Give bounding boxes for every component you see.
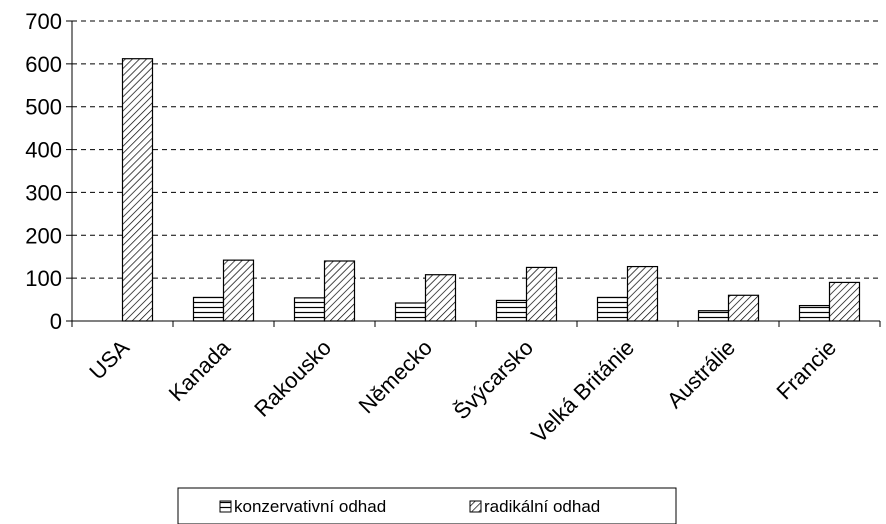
y-tick-label: 600 (25, 52, 62, 77)
bar-radikalni (222, 259, 255, 322)
bar-radikalni (626, 265, 659, 322)
bars (121, 58, 861, 322)
bar-konzervativni (697, 310, 730, 322)
gridlines (72, 20, 880, 279)
bar-konzervativni (596, 296, 629, 322)
y-tick-label: 400 (25, 138, 62, 163)
y-tick-label: 100 (25, 266, 62, 291)
y-tick-label: 200 (25, 223, 62, 248)
bar-radikalni (424, 274, 457, 322)
x-category-label: Švýcarsko (449, 335, 538, 424)
y-tick-label: 300 (25, 180, 62, 205)
x-category-label: Velká Británie (526, 335, 639, 448)
bar-radikalni (121, 58, 154, 322)
legend-swatch (469, 500, 482, 513)
y-tick-label: 700 (25, 9, 62, 34)
bar-konzervativni (495, 299, 528, 322)
bar-radikalni (727, 294, 760, 322)
legend-label: konzervativní odhad (234, 497, 386, 516)
bar-radikalni (323, 260, 356, 322)
x-category-label: USA (84, 335, 134, 385)
bar-konzervativni (293, 297, 326, 322)
bar-konzervativni (192, 296, 225, 322)
axes (66, 20, 881, 327)
legend-swatch (219, 500, 232, 513)
bar-radikalni (525, 266, 558, 322)
x-category-label: Francie (771, 335, 841, 405)
x-category-label: Kanada (164, 334, 236, 406)
y-tick-label: 500 (25, 95, 62, 120)
legend-label: radikální odhad (484, 497, 600, 516)
x-category-label: Rakousko (249, 335, 336, 422)
bar-radikalni (828, 281, 861, 322)
legend: konzervativní odhad radikální odhad (177, 487, 677, 524)
y-tick-label: 0 (50, 309, 62, 334)
x-category-label: Austrálie (662, 335, 740, 413)
bar-konzervativni (394, 302, 427, 322)
bar-konzervativni (798, 304, 831, 322)
x-category-label: Německo (354, 335, 437, 418)
legend-box (177, 487, 677, 524)
